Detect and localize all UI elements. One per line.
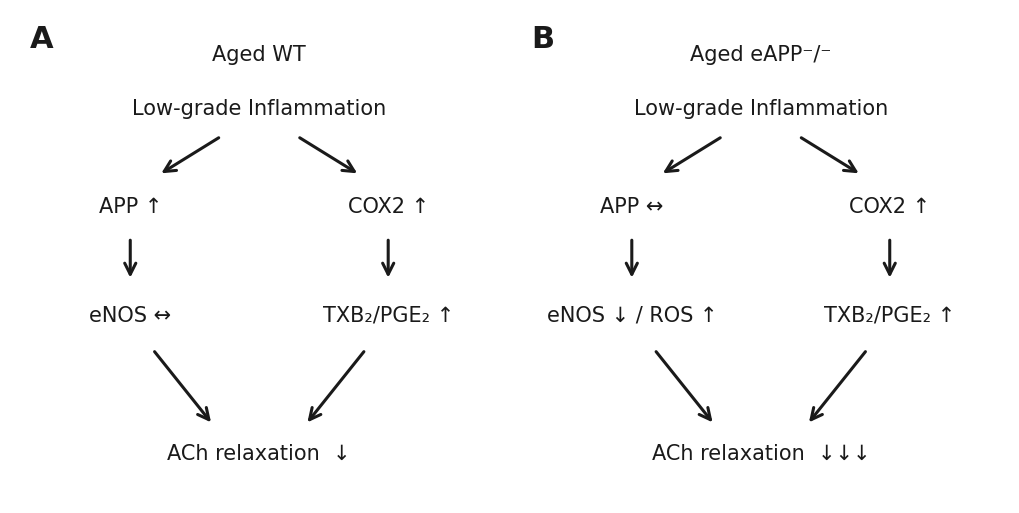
Text: A: A <box>30 25 54 54</box>
Text: Aged WT: Aged WT <box>212 45 306 65</box>
Text: eNOS ↓ / ROS ↑: eNOS ↓ / ROS ↑ <box>546 306 716 326</box>
Text: APP ↑: APP ↑ <box>99 198 162 217</box>
Text: B: B <box>531 25 554 54</box>
Text: TXB₂/PGE₂ ↑: TXB₂/PGE₂ ↑ <box>322 306 453 326</box>
Text: APP ↔: APP ↔ <box>599 198 662 217</box>
Text: Aged eAPP⁻/⁻: Aged eAPP⁻/⁻ <box>690 45 830 65</box>
Text: eNOS ↔: eNOS ↔ <box>89 306 171 326</box>
Text: TXB₂/PGE₂ ↑: TXB₂/PGE₂ ↑ <box>823 306 955 326</box>
Text: Low-grade Inflammation: Low-grade Inflammation <box>132 99 386 119</box>
Text: COX2 ↑: COX2 ↑ <box>347 198 428 217</box>
Text: ACh relaxation  ↓: ACh relaxation ↓ <box>167 444 351 463</box>
Text: Low-grade Inflammation: Low-grade Inflammation <box>633 99 887 119</box>
Text: ACh relaxation  ↓↓↓: ACh relaxation ↓↓↓ <box>651 444 869 463</box>
Text: COX2 ↑: COX2 ↑ <box>849 198 929 217</box>
